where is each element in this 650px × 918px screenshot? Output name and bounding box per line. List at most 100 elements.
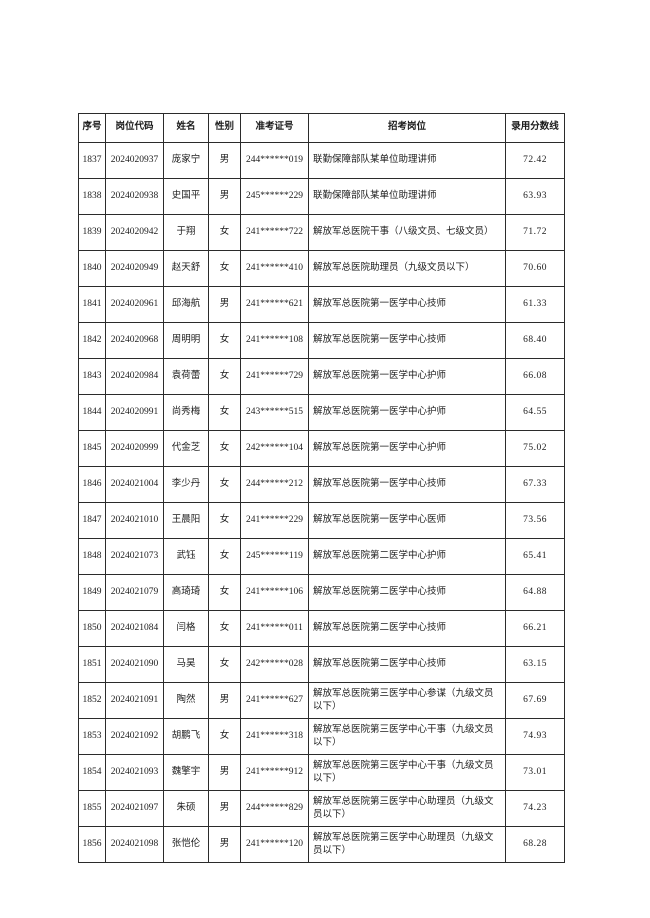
cell-recruit-position: 解放军总医院第三医学中心干事（九级文员以下） [308, 754, 506, 791]
cell-position-code: 2024021010 [105, 502, 164, 539]
cell-recruit-position: 解放军总医院干事（八级文员、七级文员） [308, 214, 506, 251]
cell-recruit-position: 解放军总医院助理员（九级文员以下） [308, 250, 506, 287]
table-row: 1850 2024021084 闫格女 241******011 解放军总医院第二医学中… [78, 610, 565, 647]
cell-name: 代金芝 [163, 430, 209, 467]
cell-ticket-number: 244******019 [240, 142, 309, 179]
cell-recruit-position: 解放军总医院第一医学中心护师 [308, 358, 506, 395]
cell-serial-number: 1844 [78, 394, 106, 431]
header-cell-ticket-number: 准考证号 [240, 113, 309, 143]
cell-ticket-number: 241******106 [240, 574, 309, 611]
cell-name: 张恺伦 [163, 826, 209, 863]
cell-ticket-number: 242******104 [240, 430, 309, 467]
cell-ticket-number: 241******108 [240, 322, 309, 359]
cell-position-code: 2024021079 [105, 574, 164, 611]
table-row: 1844 2024020991 尚秀梅女 243******515 解放军总医院第一医学… [78, 394, 565, 431]
cell-serial-number: 1849 [78, 574, 106, 611]
cell-gender: 女 [208, 502, 241, 539]
cell-score-line: 75.02 [505, 430, 565, 467]
table-head: 序号 岗位代码 姓名 性别 准考证号 招考岗位 录用分数线 [78, 113, 565, 143]
cell-gender: 女 [208, 322, 241, 359]
cell-serial-number: 1841 [78, 286, 106, 323]
cell-recruit-position: 解放军总医院第三医学中心助理员（九级文员以下） [308, 790, 506, 827]
cell-serial-number: 1848 [78, 538, 106, 575]
cell-gender: 女 [208, 250, 241, 287]
cell-recruit-position: 联勤保障部队某单位助理讲师 [308, 142, 506, 179]
table-row: 1838 2024020938 史国平男 245******229 联勤保障部队某单位助… [78, 178, 565, 215]
cell-ticket-number: 242******028 [240, 646, 309, 683]
cell-gender: 女 [208, 466, 241, 503]
cell-serial-number: 1846 [78, 466, 106, 503]
table-body: 1837 2024020937 庞家宁男 244******019 联勤保障部队某单位助… [78, 142, 565, 863]
cell-ticket-number: 243******515 [240, 394, 309, 431]
cell-name: 闫格 [163, 610, 209, 647]
cell-recruit-position: 解放军总医院第二医学中心技师 [308, 574, 506, 611]
cell-recruit-position: 解放军总医院第三医学中心干事（九级文员以下） [308, 718, 506, 755]
table-row: 1841 2024020961 邱海航男 241******621 解放军总医院第一医学… [78, 286, 565, 323]
cell-serial-number: 1837 [78, 142, 106, 179]
cell-name: 高琦琦 [163, 574, 209, 611]
cell-serial-number: 1838 [78, 178, 106, 215]
cell-name: 陶然 [163, 682, 209, 719]
cell-gender: 女 [208, 610, 241, 647]
cell-recruit-position: 解放军总医院第一医学中心技师 [308, 286, 506, 323]
cell-position-code: 2024020937 [105, 142, 164, 179]
table-row: 1847 2024021010 王晨阳女 241******229 解放军总医院第一医学… [78, 502, 565, 539]
cell-ticket-number: 241******912 [240, 754, 309, 791]
cell-recruit-position: 解放军总医院第二医学中心技师 [308, 646, 506, 683]
cell-position-code: 2024020999 [105, 430, 164, 467]
cell-serial-number: 1850 [78, 610, 106, 647]
cell-position-code: 2024021090 [105, 646, 164, 683]
cell-position-code: 2024020938 [105, 178, 164, 215]
cell-serial-number: 1843 [78, 358, 106, 395]
cell-score-line: 67.69 [505, 682, 565, 719]
table-row: 1854 2024021093 魏擎宇男 241******912 解放军总医院第三医学… [78, 754, 565, 791]
table-row: 1855 2024021097 朱硕男 244******829 解放军总医院第三医学中… [78, 790, 565, 827]
cell-name: 袁荷蕾 [163, 358, 209, 395]
table-row: 1853 2024021092 胡鹏飞女 241******318 解放军总医院第三医学… [78, 718, 565, 755]
cell-position-code: 2024021093 [105, 754, 164, 791]
table-header-row: 序号 岗位代码 姓名 性别 准考证号 招考岗位 录用分数线 [78, 113, 565, 143]
cell-gender: 女 [208, 646, 241, 683]
table-row: 1840 2024020949 赵天舒女 241******410 解放军总医院助理员（… [78, 250, 565, 287]
cell-gender: 女 [208, 430, 241, 467]
cell-name: 于翔 [163, 214, 209, 251]
cell-position-code: 2024020949 [105, 250, 164, 287]
cell-score-line: 65.41 [505, 538, 565, 575]
cell-recruit-position: 解放军总医院第一医学中心护师 [308, 394, 506, 431]
cell-recruit-position: 联勤保障部队某单位助理讲师 [308, 178, 506, 215]
table-row: 1846 2024021004 李少丹女 244******212 解放军总医院第一医学… [78, 466, 565, 503]
cell-gender: 男 [208, 790, 241, 827]
header-cell-score-line: 录用分数线 [505, 113, 565, 143]
cell-recruit-position: 解放军总医院第三医学中心助理员（九级文员以下） [308, 826, 506, 863]
table-row: 1849 2024021079 高琦琦女 241******106 解放军总医院第二医学… [78, 574, 565, 611]
cell-name: 朱硕 [163, 790, 209, 827]
cell-name: 魏擎宇 [163, 754, 209, 791]
cell-score-line: 73.01 [505, 754, 565, 791]
cell-gender: 女 [208, 718, 241, 755]
cell-score-line: 66.08 [505, 358, 565, 395]
cell-position-code: 2024021097 [105, 790, 164, 827]
cell-recruit-position: 解放军总医院第一医学中心技师 [308, 466, 506, 503]
cell-recruit-position: 解放军总医院第一医学中心医师 [308, 502, 506, 539]
cell-position-code: 2024021084 [105, 610, 164, 647]
table-row: 1851 2024021090 马昊女 242******028 解放军总医院第二医学中… [78, 646, 565, 683]
header-cell-recruit-position: 招考岗位 [308, 113, 506, 143]
cell-gender: 女 [208, 538, 241, 575]
cell-serial-number: 1853 [78, 718, 106, 755]
cell-ticket-number: 241******729 [240, 358, 309, 395]
cell-serial-number: 1856 [78, 826, 106, 863]
cell-name: 武钰 [163, 538, 209, 575]
cell-ticket-number: 241******229 [240, 502, 309, 539]
table-row: 1842 2024020968 周明明女 241******108 解放军总医院第一医学… [78, 322, 565, 359]
cell-ticket-number: 241******120 [240, 826, 309, 863]
table-row: 1837 2024020937 庞家宁男 244******019 联勤保障部队某单位助… [78, 142, 565, 179]
cell-recruit-position: 解放军总医院第一医学中心护师 [308, 430, 506, 467]
cell-ticket-number: 245******229 [240, 178, 309, 215]
table-row: 1856 2024021098 张恺伦男 241******120 解放军总医院第三医学… [78, 826, 565, 863]
cell-serial-number: 1840 [78, 250, 106, 287]
cell-position-code: 2024020991 [105, 394, 164, 431]
cell-score-line: 70.60 [505, 250, 565, 287]
cell-position-code: 2024021098 [105, 826, 164, 863]
cell-position-code: 2024021091 [105, 682, 164, 719]
cell-position-code: 2024020961 [105, 286, 164, 323]
